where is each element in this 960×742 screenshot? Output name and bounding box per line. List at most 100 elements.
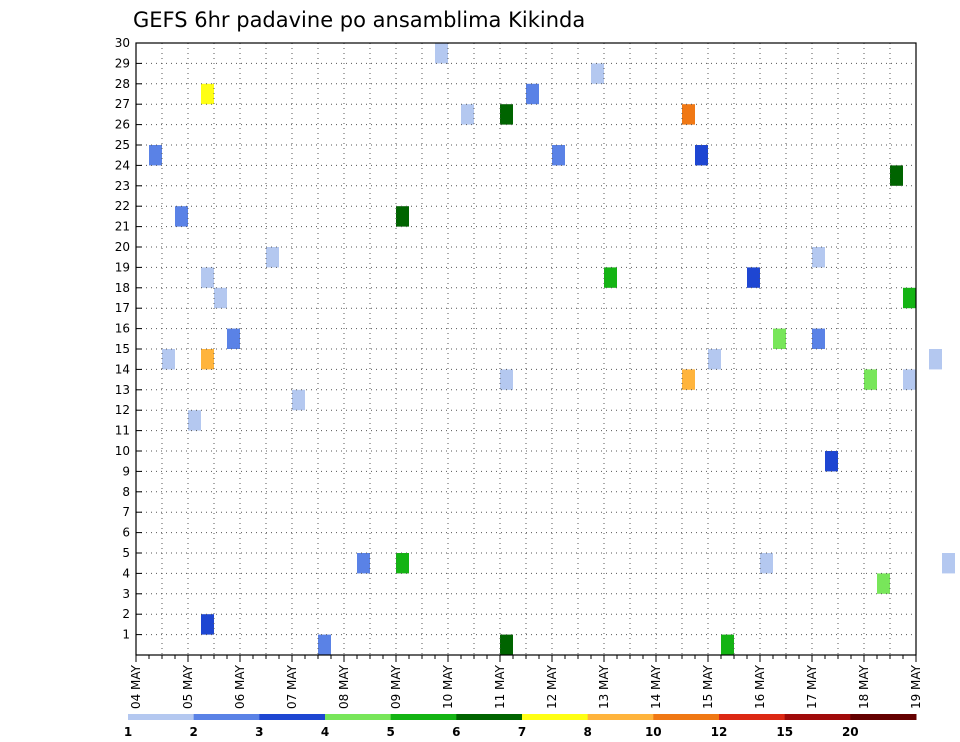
y-tick-label: 6	[122, 526, 130, 540]
cells-layer	[149, 43, 955, 655]
y-tick-label: 8	[122, 485, 130, 499]
precip-cell	[214, 287, 227, 309]
precip-cell	[812, 247, 825, 268]
y-tick-label: 11	[115, 424, 130, 438]
x-tick-label: 17 MAY	[805, 664, 819, 709]
colorbar-label: 10	[645, 725, 662, 739]
colorbar-swatch	[259, 714, 326, 720]
x-tick-label: 15 MAY	[701, 664, 715, 709]
y-tick-label: 14	[115, 362, 130, 376]
precip-cell	[500, 634, 513, 655]
precip-cell	[188, 410, 201, 431]
x-tick-label: 19 MAY	[909, 664, 923, 709]
x-tick-label: 06 MAY	[233, 664, 247, 709]
precip-cell	[435, 43, 448, 64]
colorbar-label: 20	[842, 725, 859, 739]
x-tick-label: 13 MAY	[597, 664, 611, 709]
y-tick-label: 24	[115, 158, 130, 172]
precip-cell	[890, 165, 903, 186]
precip-cell	[604, 267, 617, 288]
y-tick-label: 19	[115, 260, 130, 274]
precip-cell	[903, 287, 916, 309]
precip-cell	[877, 573, 890, 594]
precip-cell	[318, 634, 331, 655]
precip-cell	[201, 267, 214, 288]
precip-cell	[591, 63, 604, 84]
colorbar-swatch	[128, 714, 195, 720]
colorbar-label: 5	[387, 725, 395, 739]
y-tick-label: 29	[115, 56, 130, 70]
precip-cell	[903, 369, 916, 390]
precip-cell	[461, 104, 474, 125]
y-tick-label: 2	[122, 607, 130, 621]
colorbar-swatch	[456, 714, 523, 720]
y-tick-label: 1	[122, 628, 130, 642]
colorbar-label: 2	[190, 725, 198, 739]
x-tick-label: 04 MAY	[129, 664, 143, 709]
y-tick-label: 28	[115, 77, 130, 91]
y-tick-label: 16	[115, 322, 130, 336]
precip-cell	[552, 145, 565, 166]
y-tick-label: 13	[115, 383, 130, 397]
precip-cell	[357, 553, 370, 574]
x-tick-label: 16 MAY	[753, 664, 767, 709]
precip-cell	[526, 83, 539, 105]
precip-cell	[396, 553, 409, 574]
precip-cell	[292, 389, 305, 411]
precip-cell	[864, 369, 877, 390]
y-tick-label: 27	[115, 97, 130, 111]
y-tick-label: 18	[115, 281, 130, 295]
y-tick-label: 7	[122, 505, 130, 519]
y-axis: 1234567891011121314151617181920212223242…	[115, 36, 142, 642]
colorbar-swatch	[587, 714, 654, 720]
y-tick-label: 12	[115, 403, 130, 417]
precip-cell	[266, 247, 279, 268]
x-tick-label: 08 MAY	[337, 664, 351, 709]
precip-cell	[682, 104, 695, 125]
colorbar-swatch	[850, 714, 917, 720]
y-tick-label: 21	[115, 220, 130, 234]
colorbar-label: 7	[518, 725, 526, 739]
colorbar-label: 3	[255, 725, 263, 739]
y-tick-label: 22	[115, 199, 130, 213]
precip-cell	[812, 328, 825, 349]
precip-cell	[682, 369, 695, 390]
precip-cell	[942, 553, 955, 574]
x-tick-label: 11 MAY	[493, 664, 507, 709]
y-tick-label: 17	[115, 301, 130, 315]
precip-cell	[825, 451, 838, 472]
colorbar-swatch	[193, 714, 260, 720]
y-tick-label: 15	[115, 342, 130, 356]
precip-cell	[201, 349, 214, 370]
y-tick-label: 4	[122, 566, 130, 580]
precip-cell	[773, 328, 786, 349]
colorbar-label: 12	[711, 725, 728, 739]
precip-cell	[396, 206, 409, 227]
x-axis: 04 MAY 05 MAY 06 MAY 07 MAY 08 MAY 09 MAY 10 M…	[129, 655, 923, 709]
x-tick-label: 05 MAY	[181, 664, 195, 709]
x-tick-label: 09 MAY	[389, 664, 403, 709]
y-tick-label: 23	[115, 179, 130, 193]
colorbar-label: 1	[124, 725, 132, 739]
x-tick-label: 10 MAY	[441, 664, 455, 709]
precip-cell	[227, 328, 240, 349]
y-tick-label: 26	[115, 118, 130, 132]
precip-cell	[500, 369, 513, 390]
colorbar-label: 15	[776, 725, 793, 739]
precip-cell	[175, 206, 188, 227]
chart-title: GEFS 6hr padavine po ansamblima Kikinda	[133, 8, 585, 32]
colorbar-swatch	[325, 714, 392, 720]
precip-cell	[695, 145, 708, 166]
x-tick-label: 12 MAY	[545, 664, 559, 709]
y-tick-label: 10	[115, 444, 130, 458]
colorbar-swatch	[522, 714, 589, 720]
y-tick-label: 9	[122, 464, 130, 478]
precip-cell	[760, 553, 773, 574]
colorbar-swatch	[784, 714, 851, 720]
precip-cell	[500, 104, 513, 125]
colorbar-label: 8	[584, 725, 592, 739]
x-tick-label: 07 MAY	[285, 664, 299, 709]
precip-cell	[708, 349, 721, 370]
colorbar-label: 6	[452, 725, 460, 739]
